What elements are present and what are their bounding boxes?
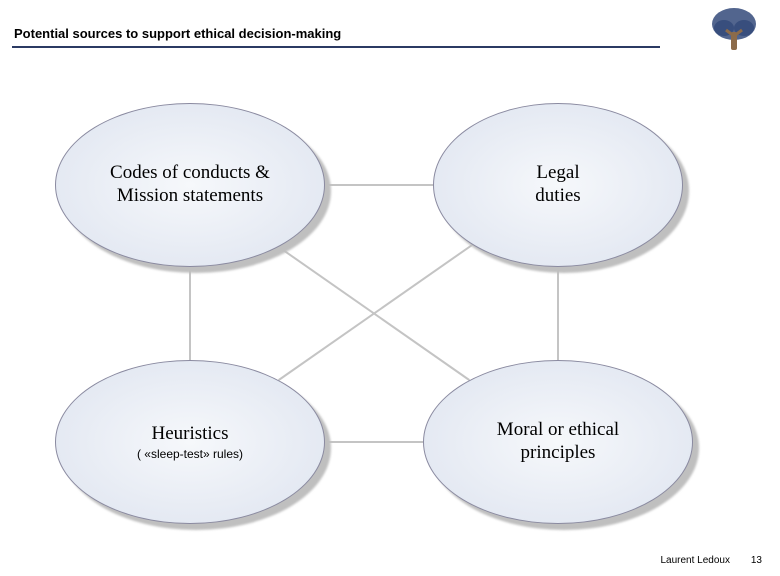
node-label-line: Mission statements [117, 185, 263, 206]
node-label-line: Legal [536, 162, 579, 183]
footer-page-number: 13 [751, 555, 762, 566]
node-moral-principles: Moral or ethical principles [423, 360, 693, 524]
node-label-line: Moral or ethical [497, 419, 619, 440]
node-label: Legal duties [535, 162, 580, 208]
connector-line [279, 245, 473, 380]
logo-tree-icon [706, 6, 762, 58]
diagram-area: Codes of conducts & Mission statements L… [0, 60, 780, 540]
node-label-line: principles [521, 442, 596, 463]
node-sublabel: ( «sleep-test» rules) [137, 447, 243, 461]
node-label-line: duties [535, 185, 580, 206]
node-label: Moral or ethical principles [497, 419, 619, 465]
footer-author: Laurent Ledoux [660, 555, 730, 566]
title-underline [12, 46, 660, 48]
node-label-line: Heuristics [151, 423, 228, 444]
node-codes-of-conducts: Codes of conducts & Mission statements [55, 103, 325, 267]
node-heuristics: Heuristics ( «sleep-test» rules) [55, 360, 325, 524]
slide: Potential sources to support ethical dec… [0, 0, 780, 576]
node-label: Heuristics [151, 423, 228, 446]
node-label: Codes of conducts & Mission statements [110, 162, 270, 208]
node-label-line: Codes of conducts & [110, 162, 270, 183]
slide-title: Potential sources to support ethical dec… [14, 26, 341, 41]
node-legal-duties: Legal duties [433, 103, 683, 267]
